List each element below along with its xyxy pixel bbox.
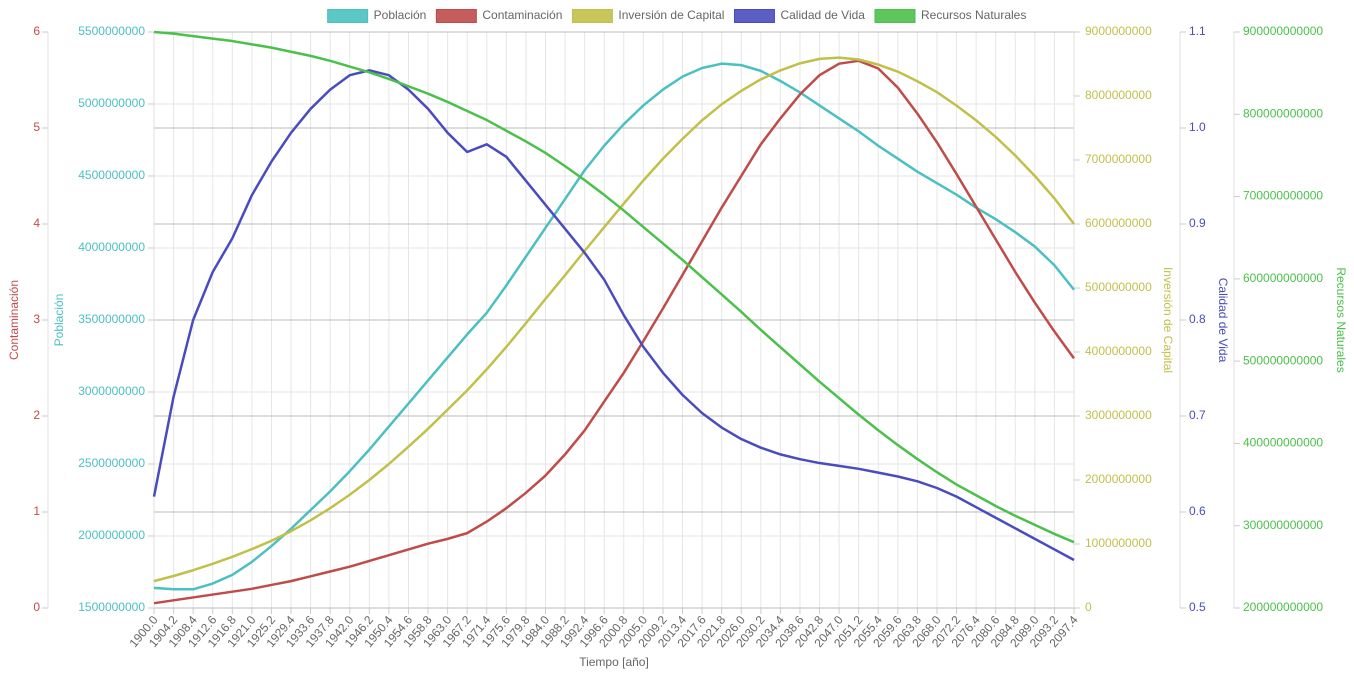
x-axis-title: Tiempo [año] <box>579 655 649 669</box>
y-tick-label: 2 <box>33 408 40 422</box>
y-tick-label: 9000000000 <box>1085 24 1152 38</box>
series-line <box>153 59 1076 605</box>
legend-item: Calidad de Vida <box>733 8 865 23</box>
legend-item: Contaminación <box>435 8 562 23</box>
series-line <box>153 30 1075 544</box>
y-tick-label: 700000000000 <box>1243 189 1323 203</box>
legend-label: Contaminación <box>482 8 562 22</box>
y-axis-title: Inversión de Capital <box>1161 267 1175 373</box>
legend: Población Contaminación Inversión de Capit… <box>327 8 1026 23</box>
y-tick-label: 3000000000 <box>78 384 145 398</box>
legend-label: Calidad de Vida <box>780 8 865 22</box>
series-line <box>153 56 1075 583</box>
legend-swatch <box>874 9 916 23</box>
y-tick-label: 0.8 <box>1189 312 1206 326</box>
legend-swatch <box>733 9 775 23</box>
y-tick-label: 1500000000 <box>78 600 145 614</box>
series-line <box>152 69 1075 562</box>
y-tick-label: 500000000000 <box>1243 353 1323 367</box>
y-tick-label: 5500000000 <box>78 24 145 38</box>
y-tick-label: 8000000000 <box>1085 88 1152 102</box>
y-axis-title: Contaminación <box>7 280 21 360</box>
y-tick-label: 0 <box>1085 600 1092 614</box>
y-tick-label: 4000000000 <box>78 240 145 254</box>
y-tick-label: 6000000000 <box>1085 216 1152 230</box>
y-tick-label: 200000000000 <box>1243 600 1323 614</box>
y-tick-label: 3000000000 <box>1085 408 1152 422</box>
legend-label: Recursos Naturales <box>921 8 1026 22</box>
y-axis-title: Recursos Naturales <box>1334 267 1348 372</box>
y-tick-label: 0.5 <box>1189 600 1206 614</box>
y-tick-label: 300000000000 <box>1243 518 1323 532</box>
y-tick-label: 2000000000 <box>1085 472 1152 486</box>
y-tick-label: 3500000000 <box>78 312 145 326</box>
legend-swatch <box>327 9 369 23</box>
series-line <box>153 62 1075 591</box>
y-tick-label: 0.9 <box>1189 216 1206 230</box>
y-axis-title: Calidad de Vida <box>1216 278 1230 363</box>
y-tick-label: 5 <box>33 120 40 134</box>
y-tick-label: 6 <box>33 24 40 38</box>
y-tick-label: 1000000000 <box>1085 536 1152 550</box>
y-tick-label: 0 <box>33 600 40 614</box>
y-tick-label: 600000000000 <box>1243 271 1323 285</box>
y-tick-label: 0.6 <box>1189 504 1206 518</box>
legend-swatch <box>435 9 477 23</box>
legend-label: Población <box>374 8 427 22</box>
y-tick-label: 3 <box>33 312 40 326</box>
legend-label: Inversión de Capital <box>618 8 724 22</box>
y-axis-title: Población <box>52 294 66 347</box>
legend-item: Población <box>327 8 427 23</box>
y-tick-label: 1.0 <box>1189 120 1206 134</box>
y-tick-label: 4500000000 <box>78 168 145 182</box>
y-tick-label: 7000000000 <box>1085 152 1152 166</box>
legend-item: Recursos Naturales <box>874 8 1026 23</box>
y-tick-label: 4 <box>33 216 40 230</box>
y-tick-label: 800000000000 <box>1243 106 1323 120</box>
legend-item: Inversión de Capital <box>571 8 724 23</box>
y-tick-label: 0.7 <box>1189 408 1206 422</box>
grid <box>153 31 1075 609</box>
y-tick-label: 400000000000 <box>1243 436 1323 450</box>
y-tick-label: 2000000000 <box>78 528 145 542</box>
y-tick-label: 5000000000 <box>1085 280 1152 294</box>
y-tick-label: 1.1 <box>1189 24 1206 38</box>
y-tick-label: 900000000000 <box>1243 24 1323 38</box>
y-tick-label: 4000000000 <box>1085 344 1152 358</box>
y-tick-label: 1 <box>33 504 40 518</box>
y-tick-label: 2500000000 <box>78 456 145 470</box>
legend-swatch <box>571 9 613 23</box>
y-tick-label: 5000000000 <box>78 96 145 110</box>
